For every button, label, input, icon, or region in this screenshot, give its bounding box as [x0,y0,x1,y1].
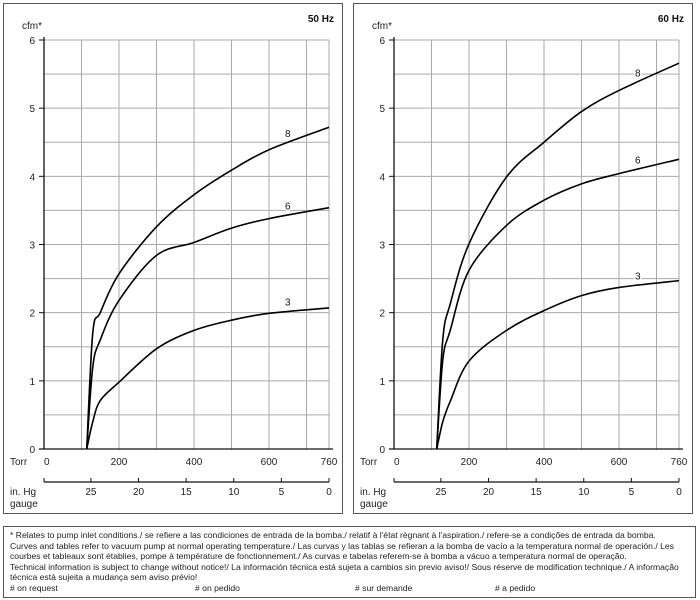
x2-tick-label: 15 [531,487,543,498]
x-axis-label: Torr [360,457,378,468]
footnote-curves: Curves and tables refer to vacuum pump a… [10,540,674,562]
x2-tick-label: 5 [629,487,635,498]
x2-axis-label: gauge [360,499,388,510]
x-tick-label: 0 [394,457,400,468]
y-tick-label: 3 [379,241,385,252]
y-tick-label: 0 [29,445,35,456]
curve-8 [85,126,330,450]
x2-tick-label: 10 [578,487,590,498]
x2-tick-label: 25 [435,487,447,498]
y-tick-label: 2 [29,309,35,320]
curve-3 [85,307,330,450]
curve-label: 3 [635,271,641,282]
x-tick-label: 600 [261,457,278,468]
x2-tick-label: 20 [483,487,495,498]
y-tick-label: 1 [379,377,385,388]
footnote-inlet: * Relates to pump inlet conditions./ se … [10,530,656,540]
x-tick-label: 0 [44,457,50,468]
note-pt: # a pedido [495,582,536,593]
y-tick-label: 6 [29,36,35,47]
x-axis-label: Torr [10,457,28,468]
x-tick-label: 760 [321,457,338,468]
y-tick-label: 3 [29,241,35,252]
x2-axis-label: in. Hg [10,487,36,498]
note-es: # on pedido [195,582,240,593]
curve-label: 6 [285,201,291,212]
y-tick-label: 0 [379,445,385,456]
x-tick-label: 600 [611,457,628,468]
availability-notes: # on request # on pedido # sur demande #… [10,583,689,594]
chart-title: 60 Hz [658,14,684,25]
chart-panel-50hz: 0 1 2 3 4 5 6 cfm* 50 Hz Torr 0 200 400 600 760 in. Hg g… [3,3,343,514]
y-axis-label: cfm* [22,21,42,32]
y-tick-label: 6 [379,36,385,47]
curve-8 [435,62,680,450]
y-tick-label: 4 [379,172,385,183]
chart-panel-60hz: 0 1 2 3 4 5 6 cfm* 60 Hz Torr 0 200 400 600 760 in. Hg g… [353,3,693,514]
x2-tick-label: 0 [326,487,332,498]
x2-tick-label: 10 [228,487,240,498]
curve-6 [85,206,330,450]
curve-label: 3 [285,298,291,309]
y-tick-label: 5 [29,104,35,115]
curve-label: 8 [285,129,291,140]
curve-label: 6 [635,155,641,166]
note-fr: # sur demande [355,582,413,593]
y-tick-label: 4 [29,172,35,183]
curve-3 [435,279,680,450]
y-axis-label: cfm* [372,21,392,32]
x2-tick-label: 25 [85,487,97,498]
curve-label: 8 [635,68,641,79]
x2-tick-label: 15 [181,487,193,498]
y-tick-label: 2 [379,309,385,320]
y-tick-label: 5 [379,104,385,115]
x2-tick-label: 20 [133,487,145,498]
footnote-technical: Technical information is subject to chan… [10,561,679,583]
x-tick-label: 400 [536,457,553,468]
x2-tick-label: 0 [676,487,682,498]
x2-tick-label: 5 [279,487,285,498]
x2-axis-label: in. Hg [360,487,386,498]
x2-axis-label: gauge [10,499,38,510]
x-tick-label: 400 [186,457,203,468]
chart-title: 50 Hz [308,14,334,25]
note-en: # on request [10,582,58,593]
footnotes: * Relates to pump inlet conditions./ se … [3,526,696,598]
x-tick-label: 200 [111,457,128,468]
x-tick-label: 760 [671,457,688,468]
x-tick-label: 200 [461,457,478,468]
y-tick-label: 1 [29,377,35,388]
curve-6 [435,158,680,450]
